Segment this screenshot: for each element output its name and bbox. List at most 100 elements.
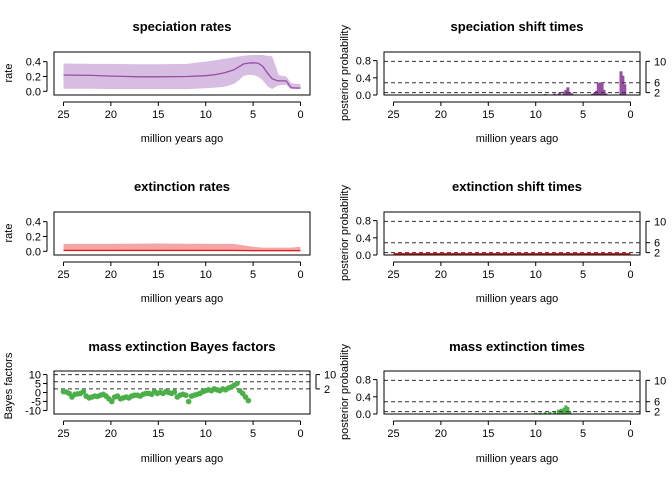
x-tick-label: 20: [435, 269, 447, 281]
panel-title: speciation shift times: [451, 19, 584, 34]
x-tick-label: 10: [530, 109, 542, 121]
y-axis-label: Bayes factors: [3, 352, 15, 419]
x-axis: 25 20 15 10 5 0: [57, 261, 304, 281]
shift-probability-bar: [621, 75, 625, 95]
y-tick-label: 0.0: [26, 86, 41, 98]
x-tick-label: 5: [250, 428, 256, 440]
reference-axis: 210: [315, 370, 336, 396]
credible-interval-band: [63, 55, 301, 90]
plot-frame: [53, 211, 311, 256]
reference-tick-label: 6: [654, 397, 660, 409]
shift-probability-bar: [557, 409, 560, 414]
plot-area: [63, 55, 301, 90]
reference-tick-label: 2: [324, 384, 330, 396]
bayes-factor-point: [80, 388, 87, 395]
x-tick-label: 10: [530, 269, 542, 281]
panel-mass-extinction-bayes-factors: mass extinction Bayes factors million ye…: [3, 339, 336, 465]
shift-probability-bar: [553, 411, 557, 414]
shift-probability-bar: [543, 412, 547, 414]
bayes-factor-point: [183, 392, 189, 399]
x-tick-label: 0: [627, 428, 633, 440]
shift-probability-bar: [562, 407, 566, 414]
panel-speciation-rates: speciation rates million years ago rate …: [3, 19, 311, 145]
panel-title: extinction shift times: [452, 179, 582, 194]
x-tick-label: 5: [580, 109, 586, 121]
shift-probability-bar: [548, 411, 552, 414]
x-tick-label: 10: [200, 428, 212, 440]
y-tick-label: 0.0: [26, 246, 41, 258]
x-axis-label: million years ago: [141, 133, 224, 145]
reference-tick-label: 6: [654, 238, 660, 250]
x-tick-label: 15: [482, 428, 494, 440]
reference-tick-label: 10: [654, 216, 666, 228]
y-axis-label: posterior probability: [339, 25, 351, 121]
x-tick-label: 15: [152, 428, 164, 440]
y-tick-label: 0.2: [26, 231, 41, 243]
x-tick-label: 25: [387, 269, 399, 281]
x-tick-label: 15: [482, 109, 494, 121]
panel-title: mass extinction Bayes factors: [88, 339, 275, 354]
plot-area: [54, 374, 310, 405]
plot-area: [63, 243, 301, 252]
panel-extinction-shift-times: extinction shift times million years ago…: [339, 179, 666, 305]
y-axis: 0.0 0.4 0.8: [356, 375, 378, 421]
bayes-factor-point: [245, 397, 252, 404]
reference-tick-label: 2: [654, 407, 660, 419]
shift-probability-bar: [591, 93, 595, 95]
y-axis-label: posterior probability: [339, 185, 351, 281]
y-tick-label: 0.2: [26, 71, 41, 83]
bayes-factor-point: [234, 380, 240, 387]
y-axis: 0.0 0.2 0.4: [26, 217, 48, 258]
x-tick-label: 25: [57, 428, 69, 440]
y-tick-label: 0.0: [356, 409, 371, 421]
x-tick-label: 20: [105, 269, 117, 281]
x-tick-label: 25: [57, 269, 69, 281]
y-tick-label: -5: [31, 396, 41, 408]
y-tick-label: 0.0: [356, 250, 371, 262]
bayes-factor-point: [109, 398, 115, 405]
shift-probability-bar: [568, 92, 572, 95]
plot-frame: [53, 370, 311, 415]
plot-frame: [383, 51, 641, 96]
panel-speciation-shift-times: speciation shift times million years ago…: [339, 19, 666, 145]
y-tick-label: 0.8: [356, 375, 371, 387]
x-tick-label: 5: [250, 109, 256, 121]
shift-probability-bar: [562, 91, 566, 95]
y-tick-label: 0.4: [356, 73, 371, 85]
x-tick-label: 20: [435, 109, 447, 121]
y-tick-label: 0.8: [356, 216, 371, 228]
plot-frame: [383, 211, 641, 256]
shift-probability-bar: [566, 407, 570, 414]
x-tick-label: 5: [580, 269, 586, 281]
shift-probability-bar: [604, 93, 608, 95]
shift-probability-bar: [568, 411, 572, 414]
x-tick-label: 10: [200, 269, 212, 281]
plot-area: [384, 60, 640, 96]
x-tick-label: 10: [200, 109, 212, 121]
x-tick-label: 25: [57, 109, 69, 121]
y-tick-label: 0.4: [356, 233, 371, 245]
panel-title: mass extinction times: [449, 339, 585, 354]
x-axis: 25 20 15 10 5 0: [387, 261, 634, 281]
x-tick-label: 15: [152, 269, 164, 281]
x-axis-label: million years ago: [476, 293, 559, 305]
x-tick-label: 20: [435, 428, 447, 440]
plot-area: [384, 379, 640, 414]
y-axis-label: rate: [3, 64, 15, 83]
reference-tick-label: 2: [654, 88, 660, 100]
shift-probability-bar: [538, 412, 542, 414]
x-tick-label: 0: [627, 269, 633, 281]
shift-probability-bar: [593, 92, 596, 95]
x-tick-label: 0: [297, 269, 303, 281]
y-tick-label: 0: [35, 388, 41, 400]
x-tick-label: 20: [105, 109, 117, 121]
x-axis-label: million years ago: [476, 133, 559, 145]
y-axis-label: posterior probability: [339, 344, 351, 440]
reference-axis: 26 10: [645, 216, 666, 260]
x-axis-label: million years ago: [141, 453, 224, 465]
shift-probability-bar: [596, 83, 600, 95]
x-axis-label: million years ago: [476, 453, 559, 465]
x-axis: 25 20 15 10 5 0: [57, 420, 304, 440]
y-tick-label: 5: [35, 379, 41, 391]
